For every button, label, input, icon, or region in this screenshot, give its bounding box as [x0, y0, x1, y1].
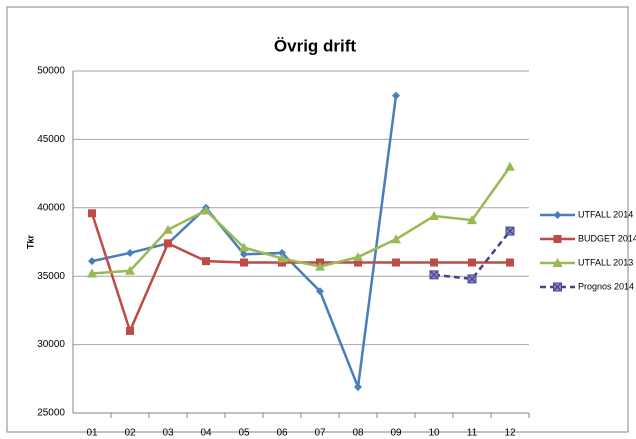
legend-label: BUDGET 2014 [578, 233, 636, 243]
point [506, 258, 514, 267]
x-tick-label: 09 [390, 428, 402, 439]
point [353, 252, 363, 262]
point [240, 258, 248, 267]
x-tick-label: 01 [86, 428, 98, 439]
point [468, 258, 476, 267]
point [467, 215, 477, 225]
chart-title: Övrig drift [274, 36, 357, 55]
y-tick-label: 40000 [37, 202, 65, 213]
point [429, 270, 439, 280]
point [239, 242, 249, 252]
y-tick-label: 25000 [37, 408, 65, 419]
x-tick-label: 10 [428, 428, 440, 439]
point [240, 250, 248, 259]
point [354, 383, 362, 392]
x-tick-label: 04 [200, 428, 212, 439]
point [505, 226, 515, 236]
point [429, 211, 439, 221]
point [315, 261, 325, 271]
point [125, 265, 135, 275]
series-line [433, 230, 511, 281]
point [392, 91, 400, 100]
x-tick-label: 07 [314, 428, 326, 439]
point [277, 253, 287, 263]
point [163, 224, 173, 234]
y-axis-label: Tkr [25, 235, 35, 250]
legend-marker [553, 235, 562, 243]
point [278, 258, 286, 267]
point [126, 248, 134, 257]
legend-label: UTFALL 2013 [578, 257, 633, 267]
y-tick-label: 30000 [37, 339, 65, 350]
legend-marker [553, 282, 562, 292]
x-tick-label: 11 [467, 428, 478, 439]
point [354, 258, 362, 267]
point [430, 258, 438, 267]
point [278, 248, 286, 257]
point [87, 268, 97, 278]
point [202, 257, 210, 266]
series-line [91, 166, 512, 275]
y-tick-label: 50000 [37, 66, 65, 77]
point [467, 274, 477, 284]
legend-marker [553, 211, 562, 219]
point [164, 239, 172, 248]
x-tick-label: 02 [124, 428, 136, 439]
y-tick-label: 45000 [37, 134, 65, 145]
point [505, 161, 515, 171]
x-tick-label: 08 [352, 428, 364, 439]
x-tick-label: 06 [276, 428, 288, 439]
point [316, 287, 324, 296]
chart-frame [6, 6, 629, 433]
x-tick-label: 03 [162, 428, 174, 439]
point [391, 234, 401, 244]
legend-label: Prognos 2014 [578, 281, 634, 291]
y-tick-label: 35000 [37, 271, 65, 282]
legend-label: UTFALL 2014 [578, 209, 633, 219]
point [126, 326, 134, 335]
x-tick-label: 12 [504, 428, 516, 439]
legend-marker [552, 258, 563, 267]
x-tick-label: 05 [238, 428, 250, 439]
point [392, 258, 400, 267]
point [201, 205, 211, 215]
point [88, 209, 96, 218]
point [88, 257, 96, 266]
